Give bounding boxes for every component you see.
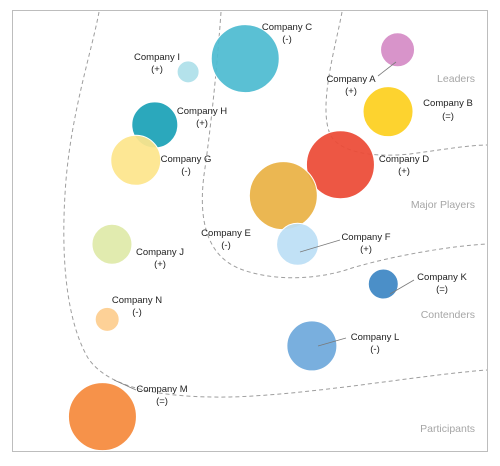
company-change-d: (+) bbox=[398, 166, 410, 177]
leader-line-k bbox=[389, 279, 415, 295]
company-change-i: (+) bbox=[151, 64, 163, 75]
company-change-f: (+) bbox=[360, 244, 372, 255]
segment-label-contenders: Contenders bbox=[421, 309, 475, 321]
company-name-c: Company C bbox=[262, 22, 312, 33]
bubble-company-i bbox=[176, 60, 200, 84]
company-name-i: Company I bbox=[134, 52, 180, 63]
company-name-a: Company A bbox=[326, 74, 376, 85]
leader-line-a bbox=[377, 61, 397, 77]
leader-line-m bbox=[113, 379, 137, 391]
bubble-company-m bbox=[67, 382, 137, 452]
company-name-f: Company F bbox=[341, 232, 390, 243]
company-change-a: (+) bbox=[345, 86, 357, 97]
bubble-company-n bbox=[94, 306, 120, 332]
company-name-j: Company J bbox=[136, 247, 184, 258]
company-name-h: Company H bbox=[177, 106, 227, 117]
bubble-company-g bbox=[110, 134, 162, 186]
company-change-h: (+) bbox=[196, 118, 208, 129]
company-name-m: Company M bbox=[136, 384, 187, 395]
company-change-k: (=) bbox=[436, 284, 448, 295]
company-name-b: Company B bbox=[423, 98, 473, 109]
bubble-company-d bbox=[305, 130, 375, 200]
segment-boundaries bbox=[63, 11, 488, 398]
company-name-n: Company N bbox=[112, 295, 162, 306]
company-labels: Company C(-)Company I(+)Company A(+)Comp… bbox=[112, 22, 473, 407]
leader-line-f bbox=[299, 239, 341, 253]
bubble-company-b bbox=[362, 86, 414, 138]
company-name-d: Company D bbox=[379, 154, 429, 165]
segment-label-participants: Participants bbox=[420, 423, 475, 435]
boundary-major-players bbox=[201, 11, 488, 279]
bubble-company-c bbox=[210, 24, 280, 94]
segment-label-leaders: Leaders bbox=[437, 73, 475, 85]
leader-lines bbox=[113, 61, 415, 391]
segment-label-major: Major Players bbox=[411, 199, 475, 211]
segment-labels: Leaders Major Players Contenders Participan… bbox=[411, 73, 475, 435]
company-change-m: (=) bbox=[156, 396, 168, 407]
bubble-company-k bbox=[367, 268, 399, 300]
bubble-company-l bbox=[286, 320, 338, 372]
bubbles bbox=[67, 24, 416, 452]
bubble-company-e bbox=[248, 161, 318, 231]
boundary-leaders bbox=[325, 11, 488, 156]
bubble-company-a bbox=[380, 32, 416, 68]
company-change-n: (-) bbox=[132, 307, 142, 318]
bubble-company-f bbox=[276, 222, 320, 266]
company-name-l: Company L bbox=[351, 332, 400, 343]
company-name-e: Company E bbox=[201, 228, 251, 239]
company-change-b: (=) bbox=[442, 111, 454, 122]
company-change-e: (-) bbox=[221, 240, 231, 251]
bubble-company-j bbox=[91, 223, 133, 265]
company-change-l: (-) bbox=[370, 344, 380, 355]
leader-line-l bbox=[317, 337, 347, 347]
boundary-contenders bbox=[63, 11, 488, 398]
company-name-k: Company K bbox=[417, 272, 467, 283]
company-change-j: (+) bbox=[154, 259, 166, 270]
company-change-g: (-) bbox=[181, 166, 191, 177]
company-change-c: (-) bbox=[282, 34, 292, 45]
company-name-g: Company G bbox=[161, 154, 212, 165]
